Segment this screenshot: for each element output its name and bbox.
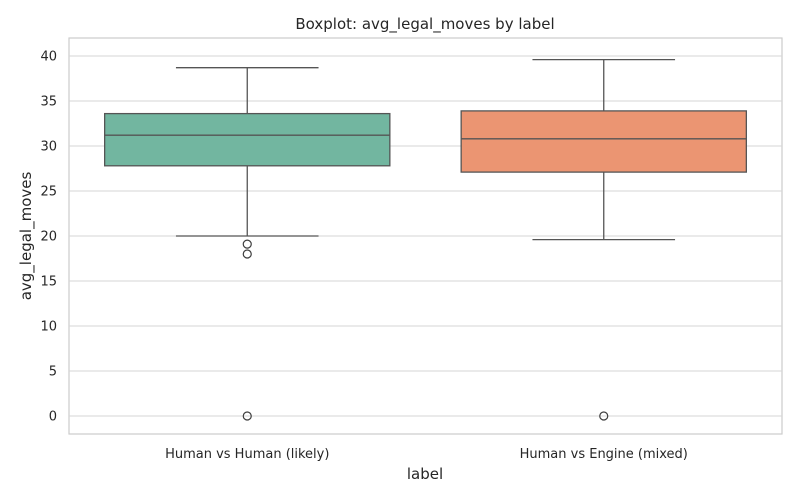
boxes xyxy=(104,58,748,421)
y-tick-label: 10 xyxy=(40,320,57,335)
y-axis-title: avg_legal_moves xyxy=(17,172,36,301)
y-tick-label: 0 xyxy=(49,410,57,425)
y-tick-label: 20 xyxy=(40,230,57,245)
y-tick-labels: 0 5 10 15 20 25 30 35 40 xyxy=(40,50,57,425)
box-group xyxy=(460,58,748,421)
x-tick-label: Human vs Engine (mixed) xyxy=(520,447,688,462)
y-tick-label: 40 xyxy=(40,50,57,65)
chart-title: Boxplot: avg_legal_moves by label xyxy=(295,15,554,34)
x-tick-label: Human vs Human (likely) xyxy=(165,447,329,462)
y-tick-label: 5 xyxy=(49,365,57,380)
outlier-point xyxy=(242,411,252,421)
y-tick-label: 30 xyxy=(40,140,57,155)
y-tick-label: 15 xyxy=(40,275,57,290)
outlier-point xyxy=(242,249,252,259)
iqr-box xyxy=(460,110,748,173)
outlier-point xyxy=(599,411,609,421)
outlier-point xyxy=(242,239,252,249)
y-tick-label: 35 xyxy=(40,95,57,110)
x-tick-labels: Human vs Human (likely) Human vs Engine (… xyxy=(165,447,688,462)
iqr-box xyxy=(104,112,391,167)
box-group xyxy=(104,67,391,421)
x-axis-title: label xyxy=(407,465,443,483)
y-tick-label: 25 xyxy=(40,185,57,200)
